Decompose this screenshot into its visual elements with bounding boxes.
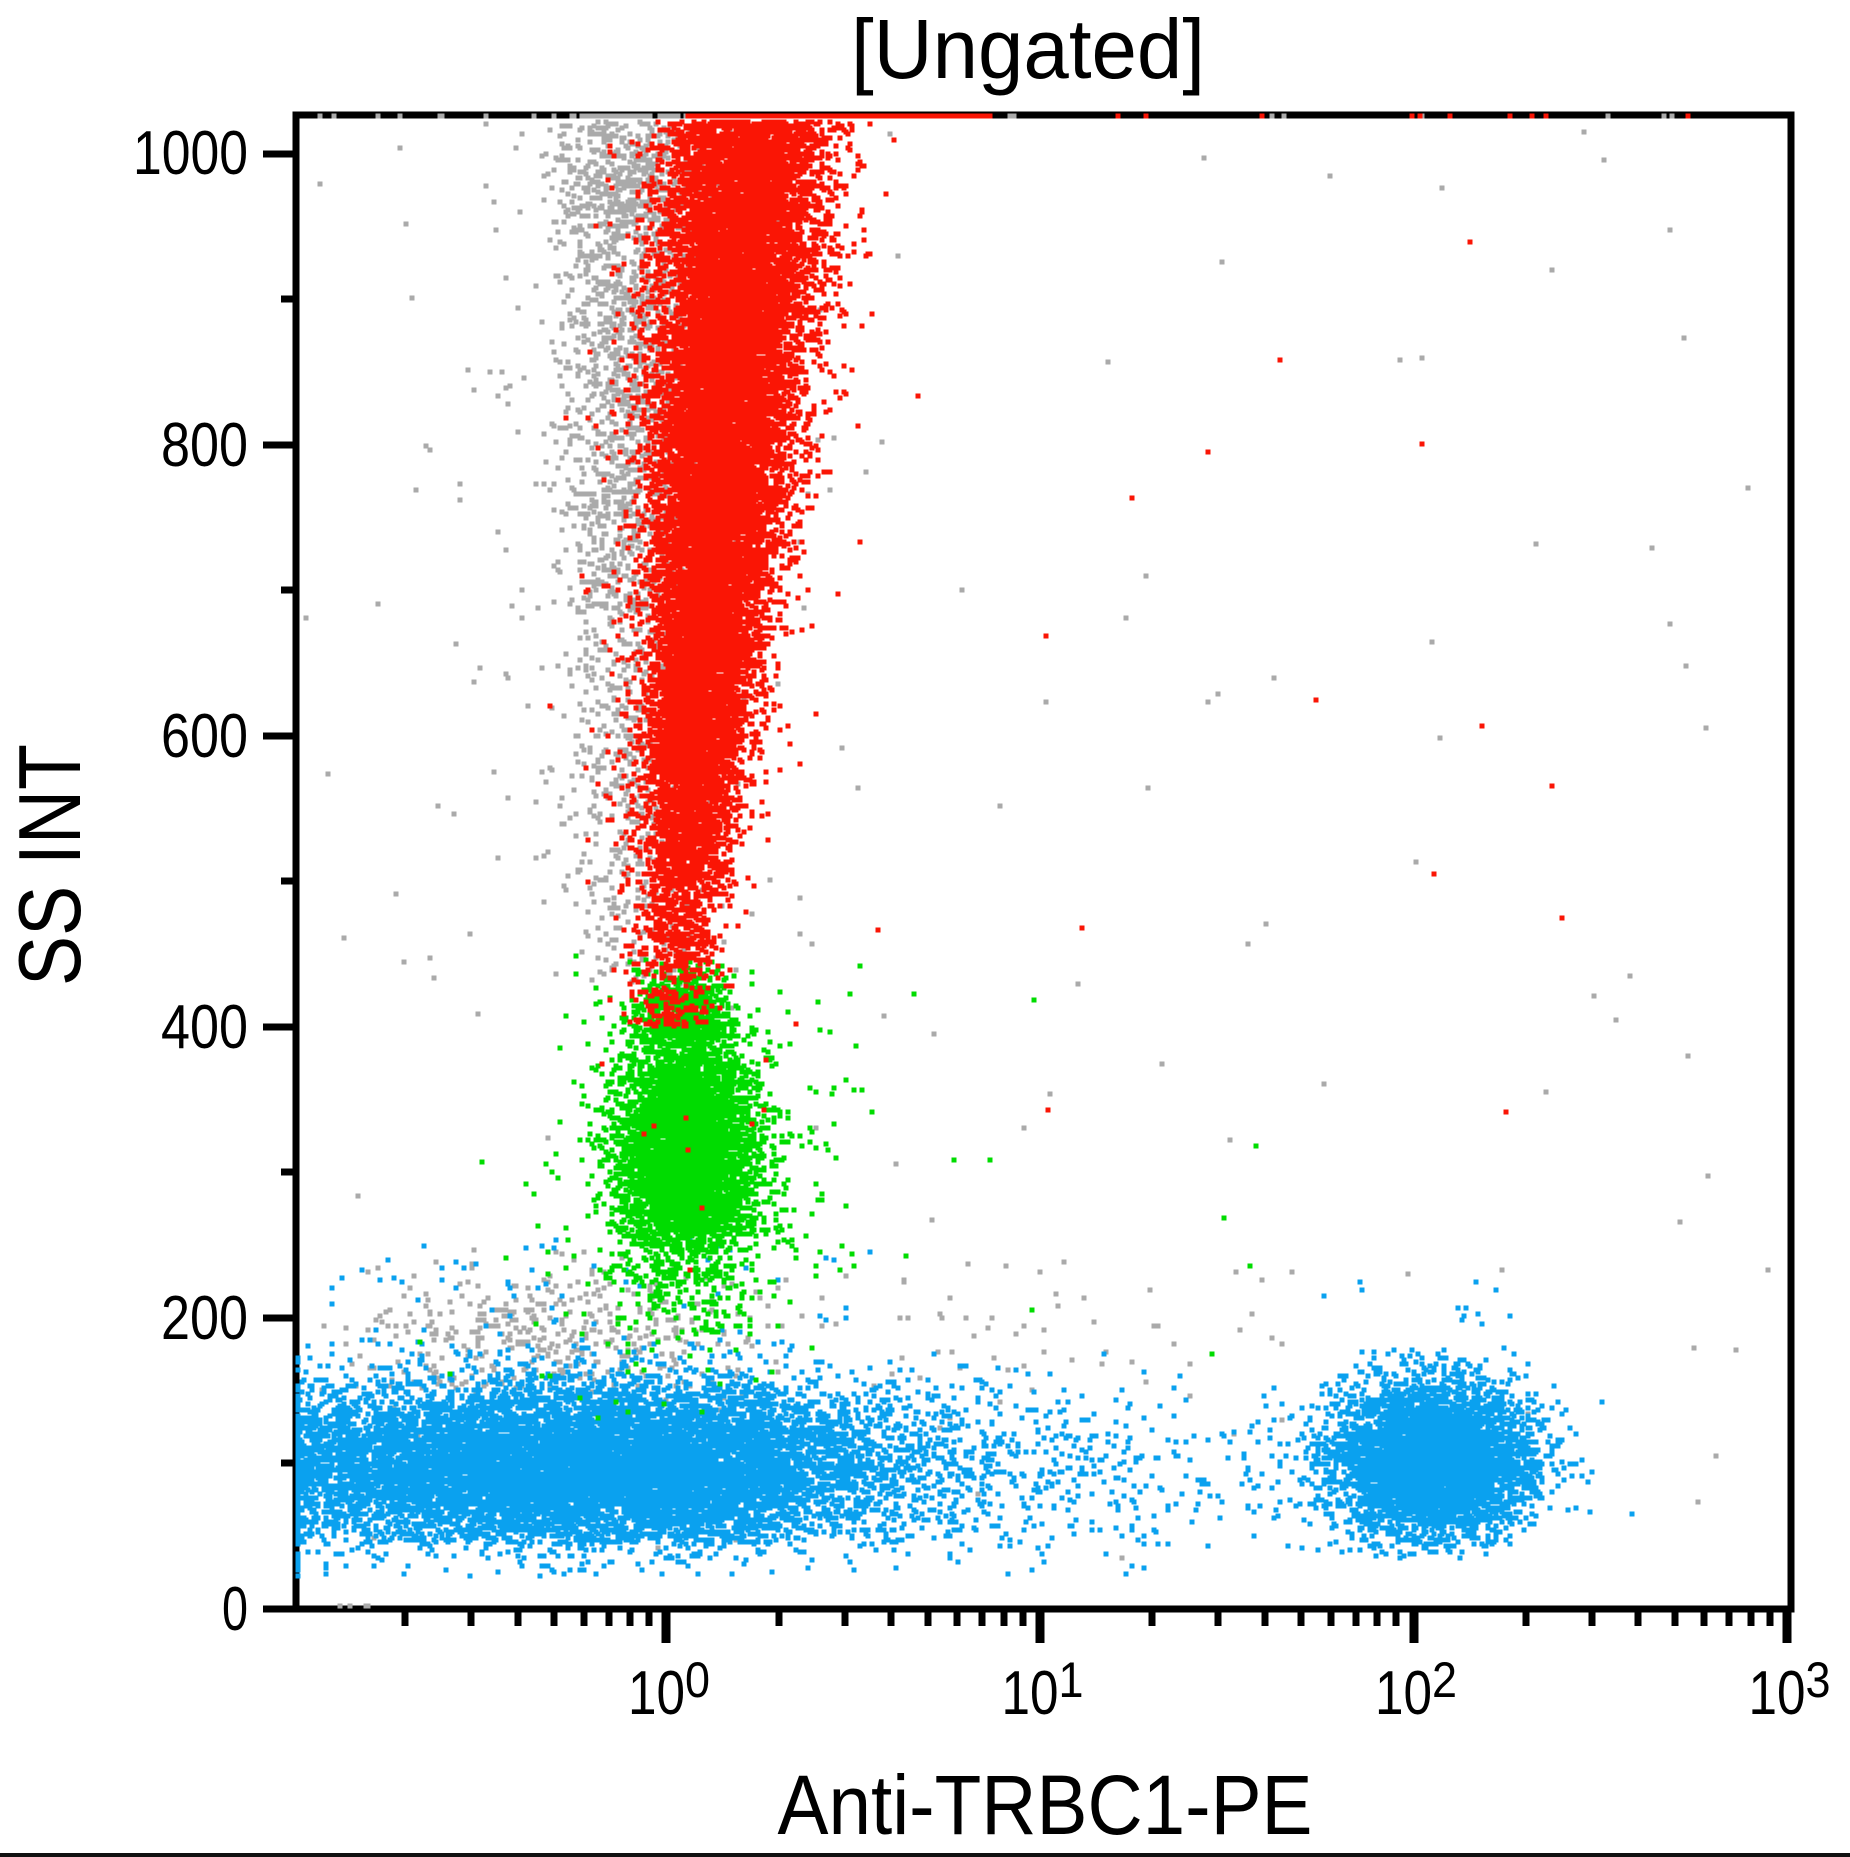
- svg-text:0: 0: [685, 1652, 710, 1708]
- svg-text:800: 800: [161, 411, 248, 480]
- svg-text:400: 400: [161, 993, 248, 1062]
- svg-text:0: 0: [222, 1575, 248, 1644]
- svg-text:600: 600: [161, 702, 248, 771]
- svg-text:10: 10: [1749, 1659, 1806, 1728]
- svg-text:2: 2: [1432, 1652, 1457, 1708]
- svg-text:Anti-TRBC1-PE: Anti-TRBC1-PE: [778, 1758, 1313, 1852]
- svg-text:10: 10: [628, 1659, 685, 1728]
- svg-text:3: 3: [1806, 1652, 1831, 1708]
- svg-text:10: 10: [1002, 1659, 1059, 1728]
- svg-text:[Ungated]: [Ungated]: [851, 2, 1205, 96]
- svg-text:200: 200: [161, 1284, 248, 1353]
- svg-text:SS INT: SS INT: [0, 744, 99, 986]
- svg-text:1: 1: [1059, 1652, 1084, 1708]
- svg-text:10: 10: [1375, 1659, 1432, 1728]
- svg-text:1000: 1000: [133, 119, 248, 188]
